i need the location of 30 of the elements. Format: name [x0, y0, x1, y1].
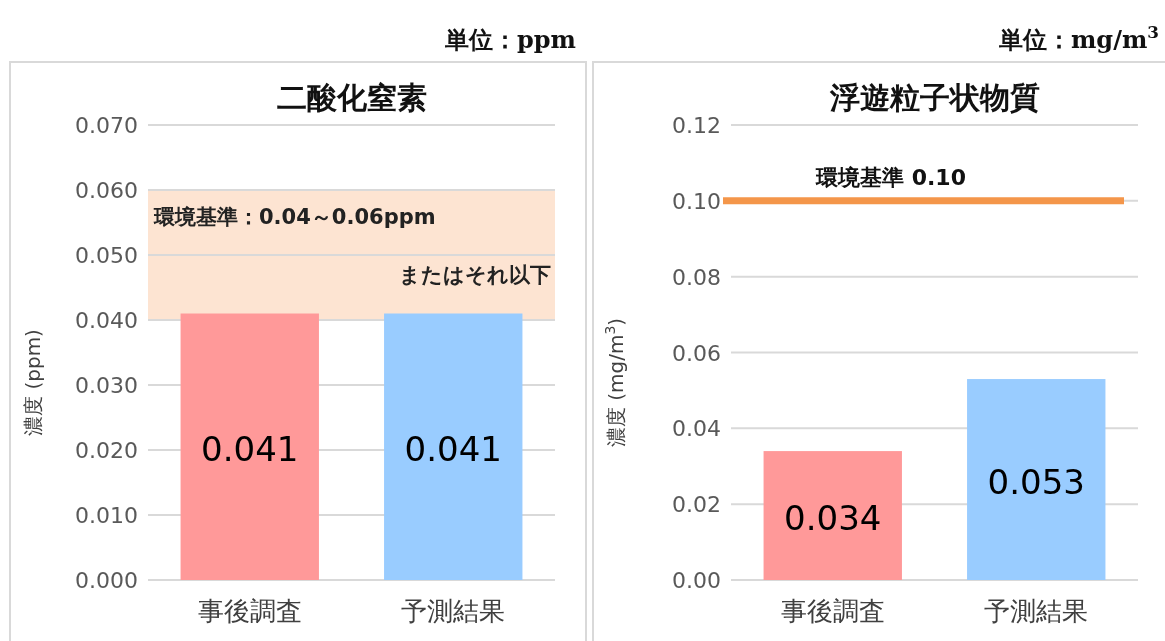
ref-line-label: 環境基準 0.10 — [815, 164, 966, 190]
y-tick-label: 0.06 — [672, 340, 721, 366]
text: 単位：mg/m$^{3}$ — [997, 22, 1159, 54]
data-label: 0.034 — [784, 497, 882, 538]
x-tick-label: 事後調査 — [780, 596, 885, 626]
y-tick-label: 0.00 — [672, 568, 721, 593]
y-tick-label: 0.030 — [75, 373, 138, 398]
text: 環境基準：0.04～0.06ppm またはそれ以下 — [154, 205, 551, 287]
chart-title: 浮遊粒子状物質 — [828, 80, 1040, 115]
y-tick-label: 0.020 — [75, 438, 138, 463]
y-tick-label: 0.050 — [75, 243, 138, 268]
x-tick-label: 予測結果 — [401, 596, 506, 626]
data-label: 0.041 — [201, 428, 299, 469]
x-tick-label: 予測結果 — [984, 596, 1089, 626]
y-tick-label: 0.02 — [672, 492, 721, 518]
y-tick-label: 0.070 — [75, 113, 138, 138]
y-tick-label: 0.000 — [75, 568, 138, 593]
y-tick-label: 0.10 — [672, 188, 721, 214]
x-tick-label: 事後調査 — [197, 596, 302, 626]
y-tick-label: 0.010 — [75, 503, 138, 528]
data-label: 0.053 — [987, 461, 1085, 502]
text: 単位：ppm — [444, 25, 576, 54]
data-label: 0.041 — [404, 428, 502, 469]
y-tick-label: 0.08 — [672, 264, 721, 290]
y-tick-label: 0.040 — [75, 308, 138, 333]
y-tick-label: 0.04 — [672, 416, 721, 442]
chart-title: 二酸化窒素 — [276, 80, 427, 115]
y-tick-label: 0.12 — [672, 113, 721, 138]
y-tick-label: 0.060 — [75, 178, 138, 203]
y-axis-title: 濃度 (ppm) — [21, 329, 45, 436]
